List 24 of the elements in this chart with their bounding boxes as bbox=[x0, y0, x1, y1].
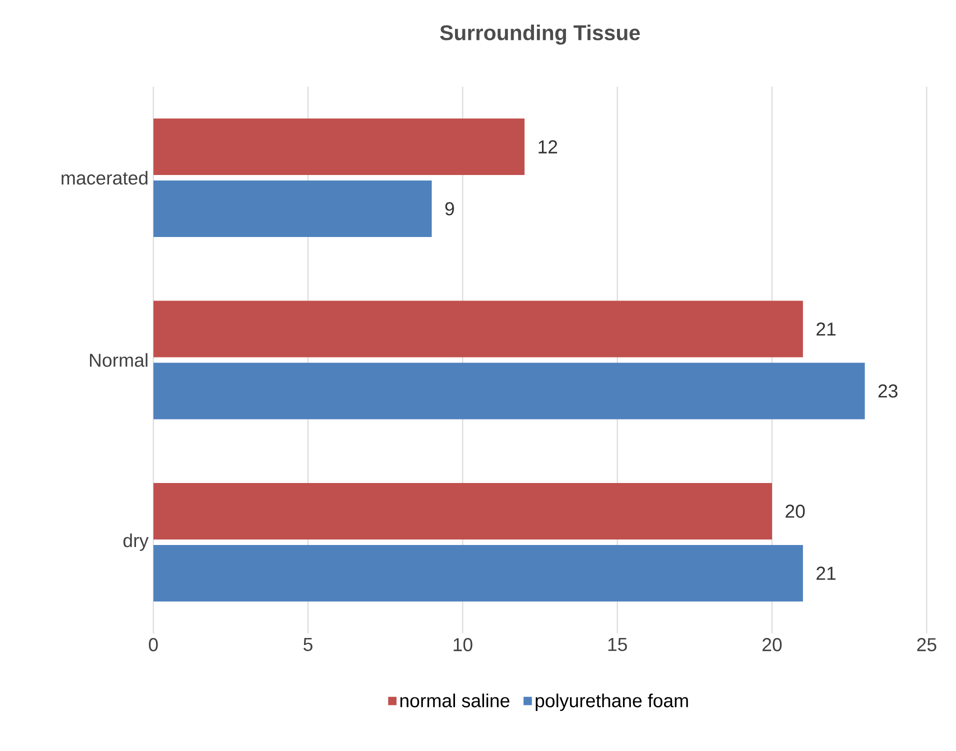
chart-title: Surrounding Tissue bbox=[440, 24, 640, 45]
legend-label: normal saline bbox=[400, 694, 510, 708]
bar bbox=[153, 118, 525, 176]
bar bbox=[153, 180, 432, 238]
data-label: 12 bbox=[538, 140, 558, 154]
data-label: 21 bbox=[816, 322, 836, 336]
bar bbox=[153, 545, 803, 602]
bar bbox=[153, 300, 803, 358]
x-tick-label: 5 bbox=[304, 638, 312, 652]
x-tick-label: 20 bbox=[762, 638, 782, 652]
bar bbox=[153, 362, 865, 420]
y-tick-label: Normal bbox=[90, 353, 148, 368]
data-label: 23 bbox=[878, 384, 898, 398]
legend-label: polyurethane foam bbox=[536, 694, 688, 712]
bar bbox=[153, 483, 772, 540]
data-label: 9 bbox=[445, 202, 454, 216]
x-tick-label: 10 bbox=[454, 638, 472, 652]
x-tick-label: 25 bbox=[917, 638, 936, 652]
y-tick-label: dry bbox=[123, 534, 149, 552]
y-tick-label: macerated bbox=[62, 171, 148, 185]
x-tick-label: 0 bbox=[148, 638, 158, 652]
data-label: 20 bbox=[786, 504, 805, 518]
data-label: 21 bbox=[816, 566, 836, 580]
x-tick-label: 15 bbox=[608, 638, 627, 652]
